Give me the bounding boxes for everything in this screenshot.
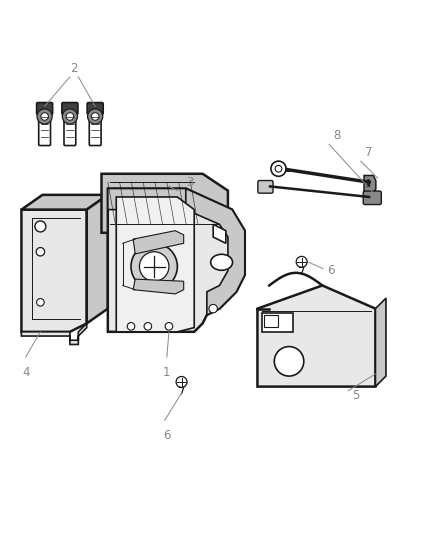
Polygon shape	[374, 298, 385, 386]
Circle shape	[36, 247, 45, 256]
Circle shape	[366, 184, 369, 187]
FancyBboxPatch shape	[64, 107, 76, 146]
Text: 3: 3	[185, 175, 193, 189]
FancyBboxPatch shape	[39, 107, 50, 146]
Circle shape	[88, 109, 102, 124]
Polygon shape	[133, 279, 183, 294]
Circle shape	[176, 376, 187, 387]
Text: 6: 6	[162, 429, 170, 442]
Circle shape	[296, 256, 307, 268]
Circle shape	[41, 112, 48, 120]
Text: 5: 5	[351, 389, 359, 401]
Circle shape	[270, 161, 286, 176]
Circle shape	[275, 165, 281, 172]
Circle shape	[131, 244, 177, 289]
Polygon shape	[261, 313, 293, 332]
Polygon shape	[21, 324, 87, 344]
Polygon shape	[133, 231, 183, 254]
Polygon shape	[263, 316, 277, 327]
Text: 7: 7	[364, 146, 371, 159]
Polygon shape	[363, 175, 375, 193]
Text: 4: 4	[22, 366, 29, 378]
Ellipse shape	[210, 254, 232, 270]
Polygon shape	[101, 174, 227, 233]
Circle shape	[208, 304, 217, 313]
Circle shape	[274, 346, 303, 376]
Circle shape	[35, 221, 46, 232]
Polygon shape	[108, 189, 232, 209]
Circle shape	[36, 298, 44, 306]
Polygon shape	[21, 209, 87, 332]
FancyBboxPatch shape	[89, 107, 101, 146]
Text: 1: 1	[162, 366, 170, 378]
Text: 8: 8	[332, 129, 340, 142]
FancyBboxPatch shape	[362, 191, 381, 205]
Polygon shape	[116, 197, 194, 332]
Text: 6: 6	[326, 264, 334, 277]
Polygon shape	[21, 195, 108, 209]
FancyBboxPatch shape	[257, 181, 272, 193]
Circle shape	[127, 322, 134, 330]
Polygon shape	[213, 224, 225, 244]
Polygon shape	[87, 195, 108, 324]
Circle shape	[139, 252, 169, 281]
Circle shape	[366, 180, 369, 183]
Polygon shape	[108, 189, 244, 332]
Circle shape	[91, 112, 99, 120]
FancyBboxPatch shape	[87, 102, 103, 115]
FancyBboxPatch shape	[36, 102, 53, 115]
Circle shape	[62, 109, 77, 124]
FancyBboxPatch shape	[62, 102, 78, 115]
Circle shape	[144, 322, 151, 330]
Polygon shape	[185, 189, 244, 315]
Text: 2: 2	[70, 62, 78, 75]
Circle shape	[37, 109, 52, 124]
Polygon shape	[257, 286, 374, 386]
Circle shape	[66, 112, 74, 120]
Circle shape	[165, 322, 172, 330]
